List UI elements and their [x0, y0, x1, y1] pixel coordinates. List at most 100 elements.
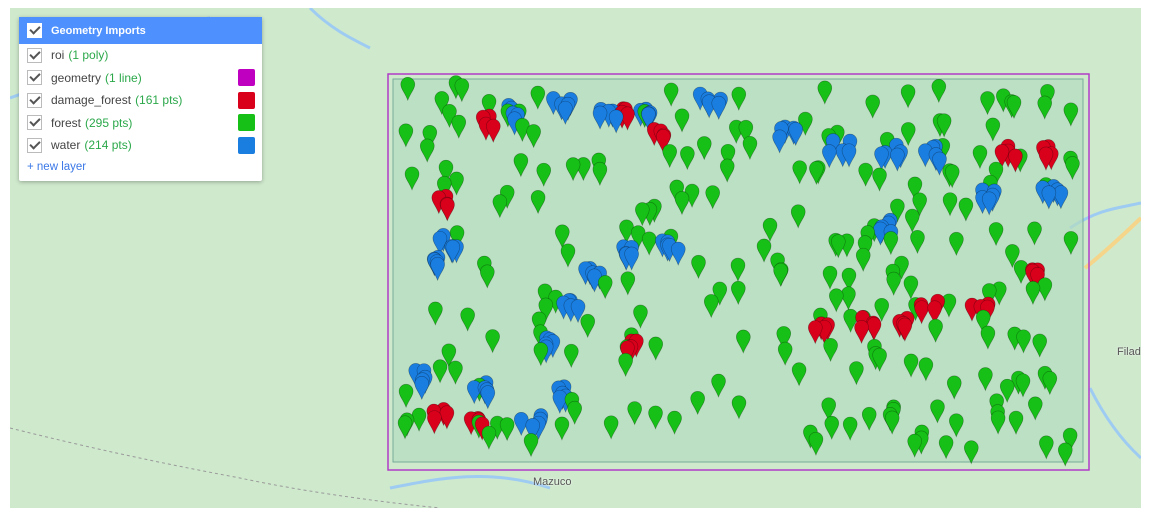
forest-marker[interactable] [824, 415, 840, 441]
forest-marker[interactable] [404, 166, 420, 191]
forest-marker[interactable] [791, 362, 807, 387]
forest-marker[interactable] [499, 417, 515, 442]
forest-marker[interactable] [1065, 156, 1080, 181]
forest-marker[interactable] [618, 352, 633, 378]
forest-marker[interactable] [928, 318, 943, 343]
water-marker[interactable] [525, 418, 541, 443]
forest-marker[interactable] [829, 288, 844, 313]
water-marker[interactable] [1053, 185, 1069, 210]
forest-marker[interactable] [874, 297, 890, 323]
forest-marker[interactable] [538, 297, 554, 322]
forest-marker[interactable] [432, 359, 448, 384]
forest-marker[interactable] [1027, 396, 1043, 421]
forest-marker[interactable] [479, 264, 495, 289]
forest-marker[interactable] [674, 108, 690, 133]
forest-marker[interactable] [620, 271, 636, 296]
forest-marker[interactable] [1039, 435, 1054, 460]
forest-marker[interactable] [907, 176, 923, 201]
forest-marker[interactable] [1062, 427, 1078, 452]
forest-marker[interactable] [398, 383, 414, 409]
layer-color-swatch[interactable] [238, 136, 255, 154]
forest-marker[interactable] [958, 197, 974, 222]
forest-marker[interactable] [777, 341, 793, 366]
damage-forest-marker[interactable] [1008, 148, 1023, 173]
forest-marker[interactable] [400, 76, 416, 102]
forest-marker[interactable] [918, 357, 934, 382]
forest-marker[interactable] [711, 373, 726, 398]
forest-marker[interactable] [903, 353, 919, 378]
forest-marker[interactable] [1032, 333, 1048, 358]
forest-marker[interactable] [988, 222, 1004, 247]
water-marker[interactable] [841, 143, 857, 168]
forest-marker[interactable] [492, 194, 508, 219]
forest-marker[interactable] [533, 342, 549, 367]
forest-marker[interactable] [448, 360, 463, 385]
forest-marker[interactable] [938, 435, 954, 460]
geometry-line[interactable] [387, 73, 1090, 471]
damage-forest-marker[interactable] [854, 319, 869, 345]
forest-marker[interactable] [849, 361, 864, 386]
forest-marker[interactable] [980, 91, 995, 116]
forest-marker[interactable] [1057, 442, 1073, 467]
forest-marker[interactable] [411, 407, 427, 432]
forest-marker[interactable] [1016, 329, 1031, 354]
forest-marker[interactable] [398, 123, 414, 148]
forest-marker[interactable] [981, 283, 997, 308]
forest-marker[interactable] [1008, 410, 1024, 435]
forest-marker[interactable] [554, 416, 570, 441]
forest-marker[interactable] [705, 185, 720, 210]
forest-marker[interactable] [536, 162, 552, 187]
forest-marker[interactable] [900, 122, 916, 147]
forest-marker[interactable] [762, 217, 778, 243]
water-marker[interactable] [641, 106, 656, 131]
layer-checkbox[interactable] [27, 115, 42, 131]
new-layer-link[interactable]: + new layer [27, 160, 87, 173]
forest-marker[interactable] [841, 286, 856, 311]
damage-forest-marker[interactable] [485, 118, 501, 143]
forest-marker[interactable] [1037, 277, 1053, 302]
forest-marker[interactable] [565, 157, 581, 182]
water-marker[interactable] [890, 147, 905, 172]
forest-marker[interactable] [831, 234, 846, 259]
forest-marker[interactable] [641, 231, 657, 256]
forest-marker[interactable] [942, 192, 958, 217]
forest-marker[interactable] [397, 415, 413, 440]
panel-header[interactable]: Geometry Imports [19, 17, 262, 44]
forest-marker[interactable] [449, 171, 464, 196]
water-marker[interactable] [480, 385, 496, 410]
forest-marker[interactable] [808, 431, 824, 456]
water-marker[interactable] [932, 151, 947, 176]
forest-marker[interactable] [817, 80, 833, 105]
forest-marker[interactable] [526, 124, 541, 149]
forest-marker[interactable] [648, 336, 664, 361]
forest-marker[interactable] [627, 401, 642, 426]
forest-marker[interactable] [720, 143, 736, 169]
layer-color-swatch[interactable] [238, 69, 255, 87]
forest-marker[interactable] [910, 229, 925, 255]
forest-marker[interactable] [530, 85, 546, 110]
layer-row-forest[interactable]: forest (295 pts) [19, 112, 262, 135]
forest-marker[interactable] [603, 415, 619, 440]
forest-marker[interactable] [560, 243, 576, 268]
forest-marker[interactable] [663, 82, 679, 107]
forest-marker[interactable] [821, 397, 837, 422]
water-marker[interactable] [466, 380, 482, 405]
layer-color-swatch[interactable] [238, 91, 255, 109]
forest-marker[interactable] [790, 204, 806, 229]
forest-marker[interactable] [1015, 373, 1031, 398]
forest-marker[interactable] [980, 325, 996, 350]
forest-marker[interactable] [855, 247, 871, 272]
forest-marker[interactable] [481, 425, 497, 450]
forest-marker[interactable] [1005, 244, 1020, 269]
water-marker[interactable] [822, 144, 837, 169]
layer-color-swatch[interactable] [238, 114, 255, 132]
forest-marker[interactable] [485, 329, 500, 354]
forest-marker[interactable] [773, 262, 788, 288]
forest-marker[interactable] [703, 294, 719, 319]
water-marker[interactable] [874, 146, 889, 171]
forest-marker[interactable] [949, 231, 964, 257]
forest-marker[interactable] [428, 301, 443, 326]
forest-marker[interactable] [990, 410, 1006, 435]
layer-row-roi[interactable]: roi (1 poly) [19, 44, 262, 67]
forest-marker[interactable] [1013, 260, 1029, 285]
